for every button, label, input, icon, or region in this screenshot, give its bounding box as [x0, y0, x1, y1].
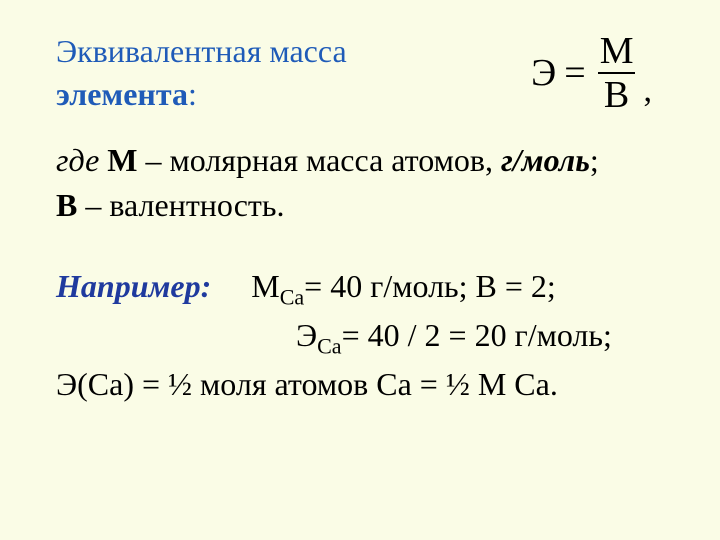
example-line3: Э(Ca) = ½ моля атомов Ca = ½ M Ca.: [56, 362, 672, 407]
heading-line2-word: элемента: [56, 76, 188, 112]
def-b-symbol: В: [56, 187, 77, 223]
def-m-unit: г/моль: [501, 142, 590, 178]
ex-m-sub: Ca: [280, 284, 304, 309]
formula-comma: ,: [644, 72, 653, 110]
ex-m-symbol: М: [251, 268, 279, 304]
formula-denominator: В: [598, 72, 635, 114]
ex-line1-rest: = 40 г/моль; В = 2;: [304, 268, 556, 304]
formula: Э = М В ,: [531, 30, 672, 114]
formula-fraction: М В: [594, 32, 640, 114]
ex-e-sub: Ca: [317, 334, 341, 359]
def-m-symbol: М: [107, 142, 137, 178]
heading-block: Эквивалентная масса элемента:: [56, 30, 347, 116]
example-label: Например:: [56, 268, 211, 304]
example-block: Например: МCa= 40 г/моль; В = 2; ЭCa= 40…: [56, 264, 672, 407]
def-m-text: – молярная масса атомов,: [145, 142, 500, 178]
def-b-text: – валентность.: [85, 187, 284, 223]
heading-line2-colon: :: [188, 76, 197, 112]
def-where: где: [56, 142, 99, 178]
example-line1: Например: МCa= 40 г/моль; В = 2;: [56, 264, 672, 313]
definition-m-line: где М – молярная масса атомов, г/моль;: [56, 138, 672, 183]
ex-e-symbol: Э: [296, 317, 317, 353]
heading-line1: Эквивалентная масса: [56, 30, 347, 73]
definition-b-line: В – валентность.: [56, 183, 672, 228]
example-line2: ЭCa= 40 / 2 = 20 г/моль;: [56, 313, 672, 362]
formula-equals: =: [564, 51, 585, 95]
heading-line2: элемента:: [56, 73, 347, 116]
formula-lhs: Э: [531, 51, 556, 95]
def-m-semi: ;: [590, 142, 599, 178]
top-row: Эквивалентная масса элемента: Э = М В ,: [56, 30, 672, 138]
definition-block: где М – молярная масса атомов, г/моль; В…: [56, 138, 672, 228]
ex-line2-rest: = 40 / 2 = 20 г/моль;: [342, 317, 612, 353]
formula-numerator: М: [594, 32, 640, 72]
